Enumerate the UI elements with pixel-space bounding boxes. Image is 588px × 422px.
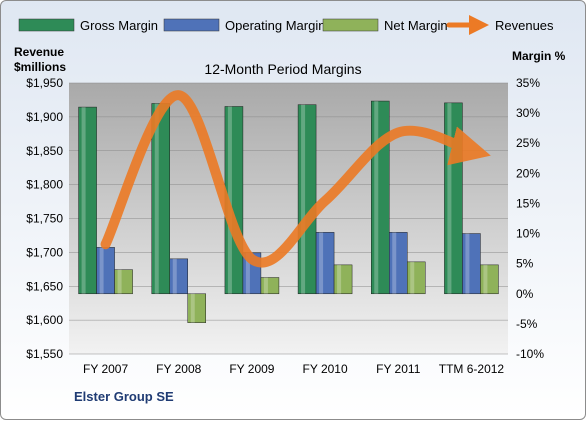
legend-swatch-gross-margin [18, 18, 75, 32]
x-tick-label: FY 2007 [83, 362, 128, 376]
bar-highlight [227, 106, 232, 294]
bar-highlight [483, 264, 488, 294]
x-tick-label: FY 2008 [156, 362, 201, 376]
legend-swatch-net-margin [322, 18, 379, 32]
bar-operating-margin [462, 233, 481, 295]
bar-net-margin [480, 264, 499, 295]
bar-net-margin [407, 261, 426, 295]
bar-highlight [392, 232, 397, 294]
bar-highlight [172, 258, 177, 294]
bar-gross-margin [444, 102, 463, 295]
right-tick-label: -5% [516, 317, 538, 331]
right-tick-label: 15% [516, 196, 540, 210]
bar-highlight [301, 104, 306, 294]
left-axis-ticks: $1,550 $1,600 $1,650 $1,700 $1,750 $1,800 $1,8… [26, 76, 63, 361]
left-tick-label: $1,650 [26, 279, 63, 293]
right-tick-label: 5% [516, 257, 534, 271]
bar-highlight [245, 252, 250, 294]
bar-operating-margin [96, 247, 115, 295]
bar-operating-margin [389, 232, 408, 295]
bar-operating-margin [315, 232, 335, 295]
bar-net-margin [333, 264, 353, 295]
bar-highlight [337, 264, 342, 294]
bar-highlight [99, 247, 104, 294]
bar-highlight [190, 293, 195, 323]
bar-gross-margin [78, 106, 97, 295]
left-tick-label: $1,750 [26, 212, 63, 226]
bar-net-margin [114, 269, 133, 295]
right-tick-label: 25% [516, 136, 540, 150]
left-axis-title-line1: Revenue [14, 45, 64, 59]
revenue-series [100, 90, 491, 268]
left-tick-label: $1,900 [26, 110, 63, 124]
left-tick-label: $1,800 [26, 178, 63, 192]
x-axis-ticks: FY 2007 FY 2008 FY 2009 FY 2010 FY 2011 TTM 6… [83, 362, 504, 376]
left-tick-label: $1,600 [26, 313, 63, 327]
right-axis-title: Margin % [512, 49, 566, 63]
legend-label-operating-margin: Operating Margin [225, 18, 325, 33]
left-tick-label: $1,850 [26, 144, 63, 158]
x-tick-label: TTM 6-2012 [439, 362, 505, 376]
company-name: Elster Group SE [74, 389, 174, 404]
right-tick-label: 30% [516, 106, 540, 120]
right-tick-label: 0% [516, 287, 534, 301]
left-axis-title-line2: $millions [14, 60, 66, 74]
x-tick-label: FY 2010 [303, 362, 348, 376]
bar-series [78, 100, 499, 323]
legend-label-gross-margin: Gross Margin [80, 18, 158, 33]
bar-highlight [319, 232, 324, 294]
legend-swatch-operating-margin [163, 18, 220, 32]
bar-net-margin [260, 277, 280, 295]
bar-highlight [263, 277, 268, 294]
left-tick-label: $1,550 [26, 347, 63, 361]
bar-gross-margin [371, 100, 390, 295]
x-tick-label: FY 2009 [229, 362, 274, 376]
bar-gross-margin [297, 104, 317, 295]
chart-title: 12-Month Period Margins [204, 61, 361, 77]
bar-highlight [154, 103, 159, 294]
bar-highlight [447, 102, 452, 294]
bar-highlight [81, 107, 86, 294]
bar-net-margin [187, 293, 206, 323]
right-tick-label: 10% [516, 227, 540, 241]
bar-highlight [410, 261, 415, 294]
x-tick-label: FY 2011 [376, 362, 421, 376]
left-tick-label: $1,700 [26, 245, 63, 259]
legend-label-net-margin: Net Margin [384, 18, 448, 33]
bar-highlight [117, 269, 122, 294]
right-axis-ticks: -10% -5% 0% 5% 10% 15% 20% 25% 30% 35% [516, 76, 544, 361]
right-tick-label: -10% [516, 347, 544, 361]
bar-highlight [374, 101, 379, 294]
legend: Gross Margin Operating Margin Net Margin Re… [18, 15, 554, 35]
bar-highlight [465, 233, 470, 294]
bar-operating-margin [169, 258, 188, 295]
right-tick-label: 35% [516, 76, 540, 90]
left-tick-label: $1,950 [26, 76, 63, 90]
right-tick-label: 20% [516, 166, 540, 180]
legend-label-revenues: Revenues [495, 18, 554, 33]
